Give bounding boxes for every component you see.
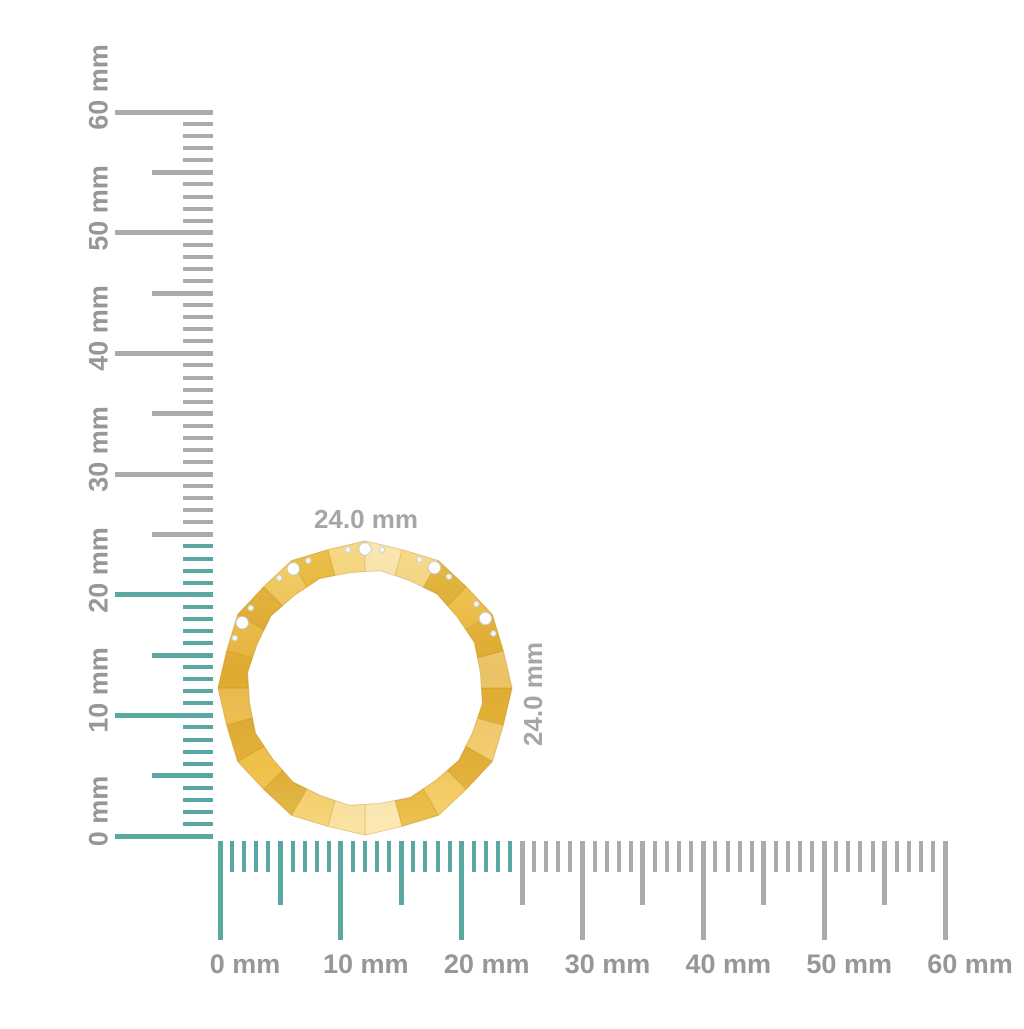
ring-facet — [218, 688, 259, 726]
diamond-sparkle — [430, 563, 435, 568]
diamond-stones — [231, 542, 497, 642]
diamond-icon — [235, 616, 249, 630]
facet-line — [419, 783, 441, 819]
dimension-label-height: 24.0 mm — [518, 641, 548, 747]
accent-diamond-icon — [247, 604, 254, 612]
accent-diamond-icon — [344, 546, 352, 553]
diamond-icon — [478, 611, 493, 626]
accent-diamond-icon — [275, 574, 283, 582]
accent-diamond-icon — [378, 546, 386, 553]
diamond-sparkle — [361, 545, 366, 550]
diamond-icon — [286, 562, 301, 576]
ring-facet — [327, 541, 365, 582]
ring-band — [217, 540, 513, 836]
accent-diamond-icon — [473, 600, 480, 608]
accent-diamond-icon — [416, 556, 423, 563]
ring-facet — [365, 794, 403, 835]
diamond-icon — [358, 542, 372, 556]
facet-line — [234, 742, 270, 764]
dimension-label-width: 24.0 mm — [313, 504, 419, 534]
accent-diamond-icon — [231, 634, 238, 642]
diamond-sparkle — [481, 614, 486, 619]
facet-line — [460, 742, 496, 764]
diamond-sparkle — [238, 618, 243, 623]
accent-diamond-icon — [445, 573, 453, 580]
accent-diamond-icon — [490, 630, 497, 637]
diamond-icon — [427, 560, 442, 575]
diamond-sparkle — [289, 565, 294, 570]
ring-facet — [471, 650, 512, 688]
accent-diamond-icon — [305, 557, 312, 564]
facet-line — [289, 783, 311, 819]
